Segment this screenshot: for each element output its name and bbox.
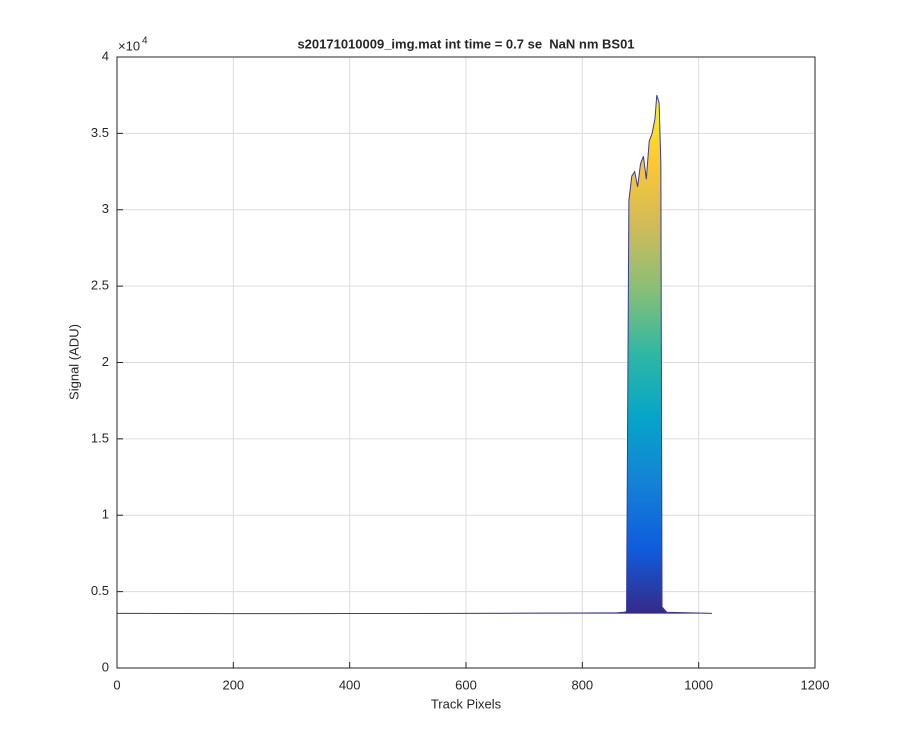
chart-title: s20171010009_img.mat int time = 0.7 se N…	[297, 36, 634, 51]
signal-area	[117, 95, 713, 614]
x-tick-label: 600	[455, 677, 477, 692]
y-tick-label: 1.5	[91, 430, 109, 445]
y-tick-label: 2.5	[91, 278, 109, 293]
y-tick-label: 4	[102, 48, 109, 63]
y-axis-label: Signal (ADU)	[66, 324, 81, 400]
x-tick-label: 1000	[684, 677, 713, 692]
x-tick-label: 1200	[801, 677, 830, 692]
y-tick-label: 3	[102, 201, 109, 216]
y-exponent: 4	[142, 36, 148, 47]
x-axis-label: Track Pixels	[431, 696, 502, 711]
signal-line	[116, 95, 713, 615]
y-tick-label: 1	[102, 507, 109, 522]
y-tick-label: 2	[102, 354, 109, 369]
x-tick-label: 200	[222, 677, 244, 692]
x-tick-label: 400	[339, 677, 361, 692]
x-tick-label: 800	[571, 677, 593, 692]
y-tick-label: 3.5	[91, 125, 109, 140]
y-tick-label: 0.5	[91, 583, 109, 598]
x-tick-label: 0	[113, 677, 120, 692]
y-exponent-base: ×10	[118, 38, 140, 53]
axes-box	[116, 56, 816, 669]
y-tick-label: 0	[102, 659, 109, 674]
